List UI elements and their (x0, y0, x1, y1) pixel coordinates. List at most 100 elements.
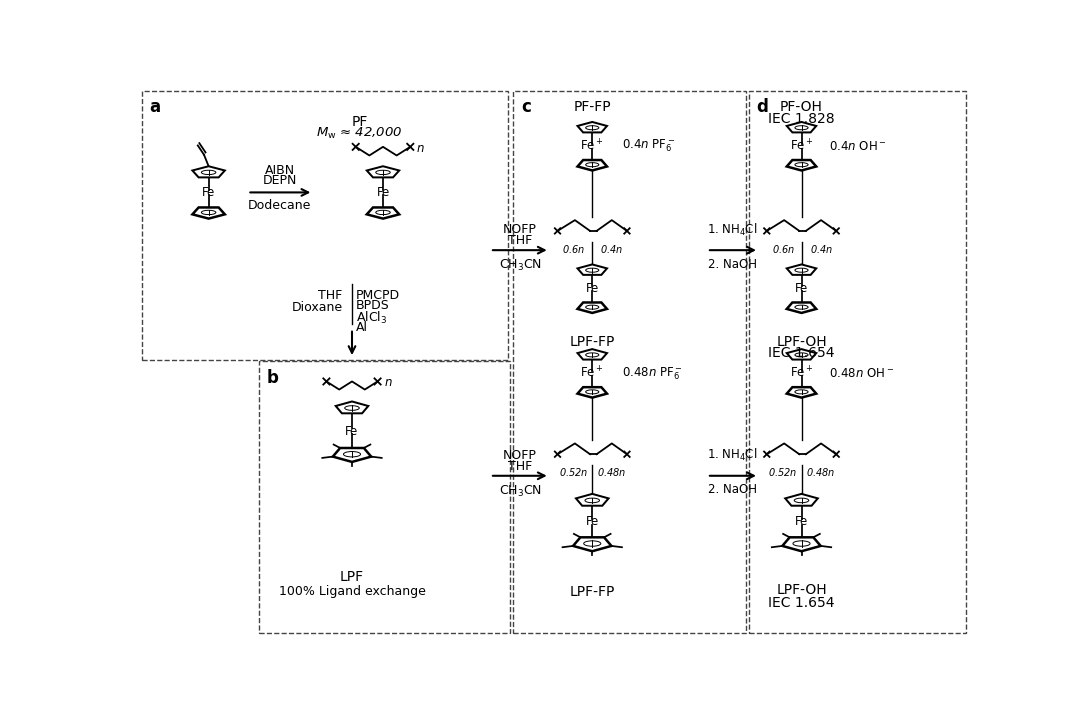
Text: LPF-FP: LPF-FP (569, 335, 615, 349)
Text: 2. NaOH: 2. NaOH (708, 483, 757, 496)
Text: 0.4$n$: 0.4$n$ (600, 243, 623, 255)
Text: 2. NaOH: 2. NaOH (708, 258, 757, 271)
Polygon shape (786, 387, 816, 398)
Text: Fe: Fe (346, 424, 359, 437)
Text: d: d (756, 98, 768, 116)
Text: c: c (521, 98, 531, 116)
Polygon shape (578, 387, 607, 398)
Bar (513, 90, 746, 633)
Text: a: a (149, 98, 161, 116)
Bar (141, 90, 509, 360)
Polygon shape (578, 302, 607, 313)
Text: THF: THF (508, 234, 532, 247)
Ellipse shape (585, 268, 598, 272)
Ellipse shape (343, 452, 361, 457)
Text: DEPN: DEPN (262, 174, 297, 187)
Text: IEC 1.654: IEC 1.654 (768, 596, 835, 610)
Ellipse shape (795, 163, 808, 167)
Text: Fe: Fe (585, 516, 599, 528)
Text: CH$_3$CN: CH$_3$CN (499, 258, 542, 273)
Text: $n$: $n$ (417, 142, 426, 155)
Ellipse shape (795, 268, 808, 272)
Ellipse shape (201, 210, 216, 215)
Ellipse shape (585, 353, 598, 357)
Text: $n$: $n$ (383, 376, 392, 389)
Text: Fe$^+$: Fe$^+$ (580, 139, 604, 154)
Polygon shape (786, 302, 816, 313)
Polygon shape (576, 494, 608, 505)
Text: IEC 1.654: IEC 1.654 (768, 346, 835, 360)
Polygon shape (333, 448, 372, 462)
Ellipse shape (376, 210, 390, 215)
Text: PF: PF (352, 116, 368, 129)
Text: BPDS: BPDS (356, 299, 390, 312)
Text: Fe$^+$: Fe$^+$ (580, 365, 604, 381)
Polygon shape (578, 122, 607, 132)
Text: Fe: Fe (795, 282, 808, 295)
Text: LPF-OH: LPF-OH (777, 583, 827, 597)
Ellipse shape (794, 498, 809, 503)
Text: 0.52$n$: 0.52$n$ (769, 466, 798, 478)
Ellipse shape (585, 498, 599, 503)
Ellipse shape (795, 305, 808, 309)
Ellipse shape (795, 126, 808, 130)
Text: Fe$^+$: Fe$^+$ (789, 139, 813, 154)
Bar (748, 90, 967, 633)
Text: b: b (267, 369, 279, 387)
Ellipse shape (585, 390, 598, 394)
Text: Fe: Fe (585, 282, 599, 295)
Polygon shape (786, 349, 816, 360)
Text: 0.52$n$: 0.52$n$ (559, 466, 589, 478)
Ellipse shape (345, 406, 360, 410)
Polygon shape (578, 264, 607, 275)
Ellipse shape (795, 390, 808, 394)
Polygon shape (336, 401, 368, 414)
Text: 0.48$n$: 0.48$n$ (597, 466, 626, 478)
Text: 0.48$n$ PF$_6^-$: 0.48$n$ PF$_6^-$ (622, 365, 683, 382)
Text: PF-FP: PF-FP (573, 100, 611, 114)
Text: 0.4$n$: 0.4$n$ (810, 243, 833, 255)
Polygon shape (367, 167, 400, 177)
Text: 0.6$n$: 0.6$n$ (563, 243, 585, 255)
Polygon shape (578, 160, 607, 170)
Text: NOFP: NOFP (503, 449, 537, 462)
Text: LPF: LPF (340, 570, 364, 584)
Ellipse shape (201, 170, 216, 174)
Text: $M_{\mathrm{w}}$ ≈ 42,000: $M_{\mathrm{w}}$ ≈ 42,000 (316, 126, 403, 141)
Text: 0.4$n$ PF$_6^-$: 0.4$n$ PF$_6^-$ (622, 138, 675, 154)
Text: AlCl$_3$: AlCl$_3$ (356, 310, 387, 326)
Text: Fe: Fe (795, 516, 808, 528)
Polygon shape (786, 160, 816, 170)
Ellipse shape (376, 170, 390, 174)
Ellipse shape (795, 353, 808, 357)
Text: LPF-FP: LPF-FP (569, 585, 615, 599)
Ellipse shape (583, 541, 600, 546)
Polygon shape (192, 208, 225, 218)
Text: CH$_3$CN: CH$_3$CN (499, 483, 542, 498)
Text: 0.48$n$ OH$^-$: 0.48$n$ OH$^-$ (828, 367, 894, 380)
Ellipse shape (585, 305, 598, 309)
Text: 0.48$n$: 0.48$n$ (807, 466, 836, 478)
Ellipse shape (793, 541, 810, 546)
Text: THF: THF (319, 289, 342, 302)
Text: Fe: Fe (202, 186, 215, 199)
Ellipse shape (585, 126, 598, 130)
Text: Fe: Fe (376, 186, 390, 199)
Text: THF: THF (508, 460, 532, 472)
Polygon shape (786, 122, 816, 132)
Polygon shape (782, 537, 821, 551)
Text: 0.6$n$: 0.6$n$ (771, 243, 795, 255)
Text: Fe$^+$: Fe$^+$ (789, 365, 813, 381)
Polygon shape (786, 264, 816, 275)
Text: NOFP: NOFP (503, 223, 537, 236)
Polygon shape (578, 349, 607, 360)
Ellipse shape (585, 163, 598, 167)
Text: Dioxane: Dioxane (292, 301, 342, 314)
Bar (259, 361, 510, 633)
Polygon shape (785, 494, 818, 505)
Polygon shape (192, 167, 225, 177)
Text: 1. NH$_4$Cl: 1. NH$_4$Cl (707, 447, 758, 463)
Polygon shape (367, 208, 400, 218)
Text: LPF-OH: LPF-OH (777, 335, 827, 349)
Polygon shape (573, 537, 611, 551)
